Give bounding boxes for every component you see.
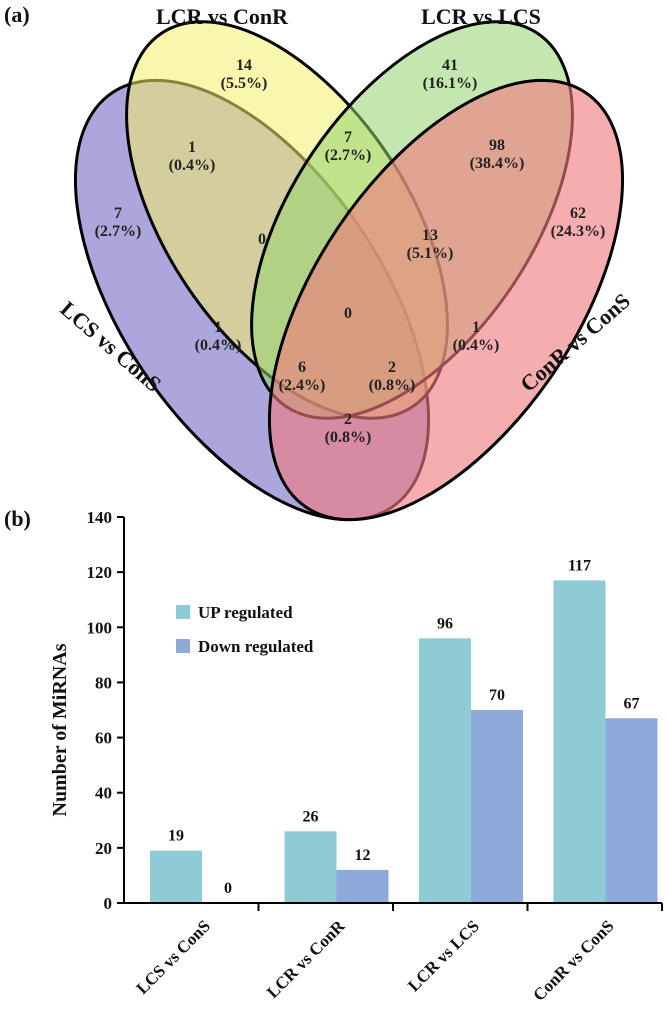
legend-swatch	[176, 639, 190, 653]
venn-region-pct: (0.4%)	[453, 337, 500, 354]
y-axis-title: Number of MiRNAs	[49, 643, 71, 816]
venn-region-count: 14	[236, 57, 252, 74]
x-tick-label: LCS vs ConS	[132, 916, 214, 998]
venn-region-pct: (24.3%)	[551, 223, 606, 240]
venn-region-count: 2	[388, 359, 396, 376]
venn-region-count: 2	[344, 411, 352, 428]
x-tick-label: LCR vs LCS	[404, 916, 483, 995]
venn-region-count: 0	[344, 305, 352, 322]
venn-region-pct: (2.7%)	[325, 147, 372, 164]
bar-value-label: 12	[355, 847, 371, 864]
bar-value-label: 19	[168, 828, 184, 845]
venn-region-pct: (38.4%)	[470, 155, 525, 172]
bar-up	[284, 831, 337, 903]
venn-region-count: 6	[298, 359, 306, 376]
venn-region-pct: (0.8%)	[369, 377, 416, 394]
legend-swatch	[176, 605, 190, 619]
venn-region-pct: (0.4%)	[169, 157, 216, 174]
venn-diagram	[73, 20, 625, 522]
y-tick-label: 20	[95, 839, 112, 858]
legend-label: Down regulated	[198, 637, 314, 656]
venn-region-pct: (0.8%)	[325, 429, 372, 446]
venn-region-pct: (2.7%)	[95, 223, 142, 240]
y-tick-label: 60	[95, 729, 112, 748]
venn-set-label-lcr-vs-conr: LCR vs ConR	[156, 4, 289, 29]
venn-set-label-lcr-vs-lcs: LCR vs LCS	[421, 4, 541, 29]
x-tick-label: ConR vs ConS	[529, 916, 617, 1004]
y-tick-label: 100	[87, 618, 113, 637]
bar-value-label: 96	[437, 615, 453, 632]
venn-region-count: 1	[188, 139, 196, 156]
venn-region-pct: (5.5%)	[221, 75, 268, 92]
venn-region-pct: (0.4%)	[195, 337, 242, 354]
x-tick-label: LCR vs ConR	[263, 916, 349, 1002]
venn-region-count: 41	[442, 57, 458, 74]
venn-region-labels: 14 (5.5%) 41 (16.1%) 7 (2.7%) 62 (24.3%)…	[95, 57, 606, 446]
venn-region-count: 98	[489, 137, 505, 154]
bar-value-label: 67	[624, 695, 640, 712]
bar-down	[336, 869, 389, 903]
venn-region-count: 62	[570, 205, 586, 222]
bar-value-label: 0	[224, 880, 232, 897]
venn-region-count: 1	[472, 319, 480, 336]
y-tick-label: 120	[87, 563, 113, 582]
legend-label: UP regulated	[198, 603, 293, 622]
bar-value-label: 26	[303, 808, 319, 825]
venn-region-count: 7	[114, 205, 122, 222]
venn-region-count: 1	[214, 319, 222, 336]
y-tick-label: 40	[95, 784, 112, 803]
venn-region-count: 0	[258, 231, 266, 248]
bar-up	[419, 638, 471, 903]
venn-region-count: 7	[344, 129, 352, 146]
bar-value-label: 70	[489, 687, 505, 704]
bar-up	[150, 850, 202, 903]
bar-up	[553, 580, 606, 903]
panel-a-label: (a)	[4, 2, 30, 27]
y-tick-label: 80	[95, 673, 112, 692]
y-tick-label: 140	[87, 508, 113, 527]
venn-ellipse-conr-vs-cons	[267, 78, 625, 522]
bar-down	[605, 718, 658, 903]
bar-value-label: 117	[568, 557, 591, 574]
bar-chart: 0 20 40 60 80 100 120 140 Number of MiRNAs 19 0 LCS…	[49, 508, 663, 1005]
panel-b-label: (b)	[4, 506, 31, 531]
venn-region-pct: (16.1%)	[423, 75, 478, 92]
venn-region-pct: (2.4%)	[279, 377, 326, 394]
venn-region-pct: (5.1%)	[407, 245, 454, 262]
bar-down	[471, 710, 523, 903]
venn-region-count: 13	[422, 227, 438, 244]
y-tick-label: 0	[104, 894, 113, 913]
